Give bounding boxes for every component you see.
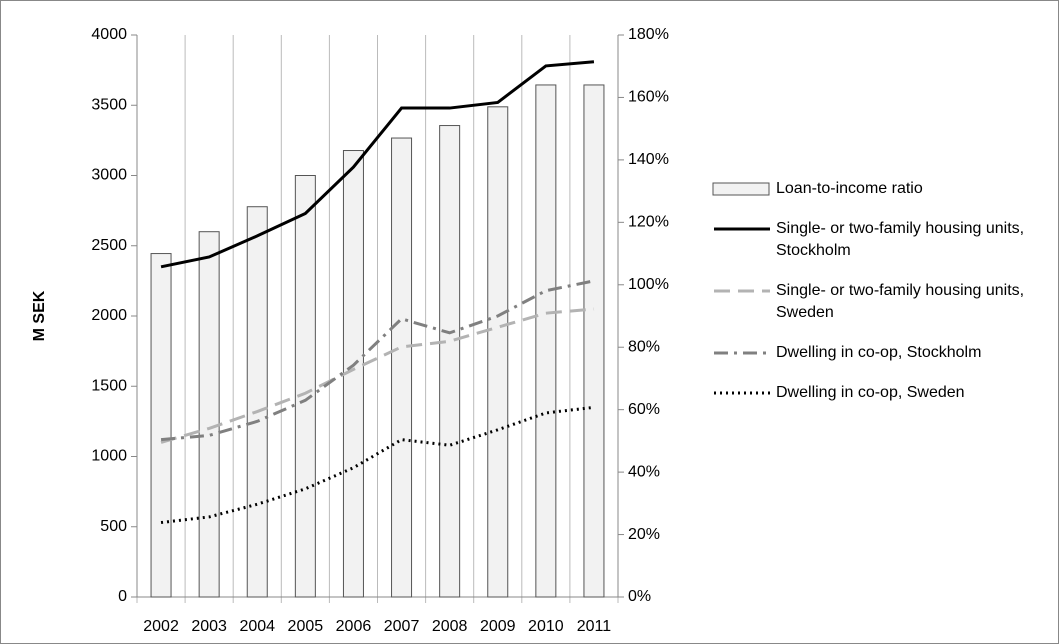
x-tick-label: 2009 xyxy=(480,618,516,635)
y-tick-label: 3500 xyxy=(91,96,127,113)
legend-label: Dwelling in co-op, Stockholm xyxy=(776,344,982,361)
legend-item: Single- or two-family housing units, Swe… xyxy=(712,280,1052,324)
legend: Loan-to-income ratio Single- or two-famil… xyxy=(712,178,1052,422)
x-tick-label: 2002 xyxy=(143,618,179,635)
x-tick-label: 2008 xyxy=(432,618,468,635)
y2-tick-label: 180% xyxy=(628,26,669,43)
legend-item: Dwelling in co-op, Stockholm xyxy=(712,342,1052,364)
line xyxy=(160,307,595,444)
y-tick-label: 1000 xyxy=(91,448,127,465)
line xyxy=(160,60,595,269)
x-tick-label: 2005 xyxy=(288,618,324,635)
y2-tick-label: 40% xyxy=(628,463,660,480)
legend-label: Single- or two-family housing units, Sto… xyxy=(776,220,1025,259)
bar xyxy=(198,231,220,598)
x-tick-label: 2010 xyxy=(528,618,564,635)
x-tick-label: 2004 xyxy=(239,618,275,635)
bar xyxy=(439,125,461,598)
legend-item: Loan-to-income ratio xyxy=(712,178,1052,200)
bar xyxy=(583,84,605,598)
x-tick-label: 2006 xyxy=(336,618,372,635)
x-tick-label: 2003 xyxy=(191,618,227,635)
legend-label: Single- or two-family housing units, Swe… xyxy=(776,282,1025,321)
legend-swatch xyxy=(714,391,770,395)
bar xyxy=(294,175,316,598)
y2-tick-label: 0% xyxy=(628,588,651,605)
y-tick-label: 4000 xyxy=(91,26,127,43)
y2-tick-label: 60% xyxy=(628,401,660,418)
y2-tick-label: 20% xyxy=(628,526,660,543)
legend-swatch xyxy=(712,182,770,196)
y2-tick-label: 160% xyxy=(628,89,669,106)
bar xyxy=(150,253,172,598)
y2-tick-label: 140% xyxy=(628,151,669,168)
legend-item: Single- or two-family housing units, Sto… xyxy=(712,218,1052,262)
bar xyxy=(246,206,268,598)
legend-label: Dwelling in co-op, Sweden xyxy=(776,384,965,401)
y-axis-label: M SEK xyxy=(31,290,48,341)
y2-tick-label: 80% xyxy=(628,338,660,355)
bar xyxy=(391,137,413,598)
y-tick-label: 1500 xyxy=(91,377,127,394)
y-tick-label: 500 xyxy=(100,518,127,535)
y2-tick-label: 100% xyxy=(628,276,669,293)
x-tick-label: 2007 xyxy=(384,618,420,635)
legend-swatch xyxy=(714,289,770,293)
y-tick-label: 2500 xyxy=(91,237,127,254)
y2-tick-label: 120% xyxy=(628,214,669,231)
bar xyxy=(535,84,557,598)
legend-swatch xyxy=(714,351,770,355)
x-tick-label: 2011 xyxy=(577,618,612,635)
y-tick-label: 0 xyxy=(118,588,127,605)
legend-swatch xyxy=(714,227,770,231)
legend-bar-swatch xyxy=(712,182,770,196)
line xyxy=(160,279,595,442)
y-tick-label: 2000 xyxy=(91,307,127,324)
legend-item: Dwelling in co-op, Sweden xyxy=(712,382,1052,404)
line xyxy=(160,405,595,525)
y-tick-label: 3000 xyxy=(91,167,127,184)
bar xyxy=(487,106,509,598)
legend-label: Loan-to-income ratio xyxy=(776,180,923,197)
